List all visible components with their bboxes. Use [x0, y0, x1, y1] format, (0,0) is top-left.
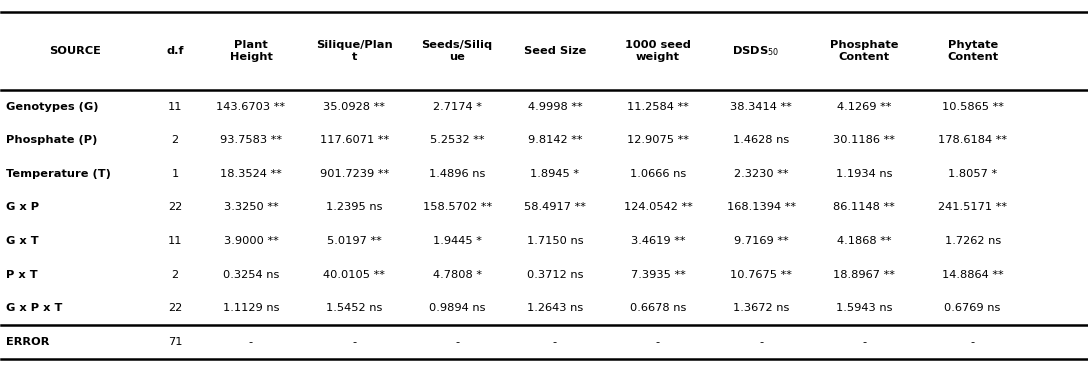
- Text: 1.1934 ns: 1.1934 ns: [836, 169, 892, 179]
- Text: 0.9894 ns: 0.9894 ns: [429, 303, 485, 313]
- Text: 40.0105 **: 40.0105 **: [323, 270, 385, 280]
- Text: 117.6071 **: 117.6071 **: [320, 135, 388, 145]
- Text: 1.7262 ns: 1.7262 ns: [944, 236, 1001, 246]
- Text: 7.3935 **: 7.3935 **: [631, 270, 685, 280]
- Text: 4.7808 *: 4.7808 *: [433, 270, 482, 280]
- Text: Seeds/Siliq
ue: Seeds/Siliq ue: [422, 40, 493, 62]
- Text: DSDS$_{50}$: DSDS$_{50}$: [732, 44, 779, 58]
- Text: d.f: d.f: [166, 46, 184, 56]
- Text: Silique/Plan
t: Silique/Plan t: [316, 40, 393, 62]
- Text: 0.3254 ns: 0.3254 ns: [223, 270, 280, 280]
- Text: G x P: G x P: [5, 202, 39, 212]
- Text: 1.5452 ns: 1.5452 ns: [326, 303, 382, 313]
- Text: 178.6184 **: 178.6184 **: [938, 135, 1007, 145]
- Text: 22: 22: [168, 303, 182, 313]
- Text: 11: 11: [168, 102, 183, 112]
- Text: Genotypes (G): Genotypes (G): [5, 102, 98, 112]
- Text: 4.1868 **: 4.1868 **: [837, 236, 891, 246]
- Text: 1.4896 ns: 1.4896 ns: [429, 169, 485, 179]
- Text: 5.2532 **: 5.2532 **: [430, 135, 484, 145]
- Text: 3.3250 **: 3.3250 **: [224, 202, 279, 212]
- Text: -: -: [353, 337, 356, 347]
- Text: 2: 2: [172, 135, 178, 145]
- Text: Seed Size: Seed Size: [523, 46, 586, 56]
- Text: 1.0666 ns: 1.0666 ns: [630, 169, 687, 179]
- Text: 1.1129 ns: 1.1129 ns: [223, 303, 280, 313]
- Text: -: -: [656, 337, 660, 347]
- Text: 1.9445 *: 1.9445 *: [433, 236, 482, 246]
- Text: 11.2584 **: 11.2584 **: [627, 102, 689, 112]
- Text: -: -: [455, 337, 459, 347]
- Text: 18.8967 **: 18.8967 **: [833, 270, 895, 280]
- Text: 1.4628 ns: 1.4628 ns: [733, 135, 789, 145]
- Text: 3.9000 **: 3.9000 **: [224, 236, 279, 246]
- Text: 12.9075 **: 12.9075 **: [627, 135, 689, 145]
- Text: 93.7583 **: 93.7583 **: [220, 135, 282, 145]
- Text: 9.8142 **: 9.8142 **: [528, 135, 582, 145]
- Text: 2: 2: [172, 270, 178, 280]
- Text: Temperature (T): Temperature (T): [5, 169, 111, 179]
- Text: Plant
Height: Plant Height: [230, 40, 272, 62]
- Text: 35.0928 **: 35.0928 **: [323, 102, 385, 112]
- Text: 58.4917 **: 58.4917 **: [524, 202, 585, 212]
- Text: 10.5865 **: 10.5865 **: [942, 102, 1003, 112]
- Text: 1.7150 ns: 1.7150 ns: [527, 236, 583, 246]
- Text: 0.6678 ns: 0.6678 ns: [630, 303, 687, 313]
- Text: 1000 seed
weight: 1000 seed weight: [625, 40, 691, 62]
- Text: 1.5943 ns: 1.5943 ns: [836, 303, 892, 313]
- Text: G x T: G x T: [5, 236, 38, 246]
- Text: 10.7675 **: 10.7675 **: [730, 270, 792, 280]
- Text: G x P x T: G x P x T: [5, 303, 62, 313]
- Text: 168.1394 **: 168.1394 **: [727, 202, 795, 212]
- Text: 0.6769 ns: 0.6769 ns: [944, 303, 1001, 313]
- Text: 71: 71: [168, 337, 183, 347]
- Text: 1.8945 *: 1.8945 *: [530, 169, 579, 179]
- Text: Phytate
Content: Phytate Content: [947, 40, 998, 62]
- Text: 124.0542 **: 124.0542 **: [623, 202, 692, 212]
- Text: 901.7239 **: 901.7239 **: [320, 169, 388, 179]
- Text: 1.3672 ns: 1.3672 ns: [733, 303, 789, 313]
- Text: 18.3524 **: 18.3524 **: [220, 169, 282, 179]
- Text: 2.3230 **: 2.3230 **: [733, 169, 789, 179]
- Text: 38.3414 **: 38.3414 **: [730, 102, 792, 112]
- Text: 86.1148 **: 86.1148 **: [833, 202, 895, 212]
- Text: 143.6703 **: 143.6703 **: [217, 102, 285, 112]
- Text: 0.3712 ns: 0.3712 ns: [527, 270, 583, 280]
- Text: -: -: [970, 337, 975, 347]
- Text: ERROR: ERROR: [5, 337, 49, 347]
- Text: 1.8057 *: 1.8057 *: [948, 169, 998, 179]
- Text: 1.2643 ns: 1.2643 ns: [527, 303, 583, 313]
- Text: Phosphate
Content: Phosphate Content: [830, 40, 899, 62]
- Text: 14.8864 **: 14.8864 **: [942, 270, 1003, 280]
- Text: 1: 1: [172, 169, 178, 179]
- Text: 3.4619 **: 3.4619 **: [631, 236, 685, 246]
- Text: -: -: [759, 337, 763, 347]
- Text: 30.1186 **: 30.1186 **: [833, 135, 895, 145]
- Text: 9.7169 **: 9.7169 **: [733, 236, 789, 246]
- Text: 2.7174 *: 2.7174 *: [433, 102, 482, 112]
- Text: -: -: [862, 337, 866, 347]
- Text: P x T: P x T: [5, 270, 37, 280]
- Text: 5.0197 **: 5.0197 **: [326, 236, 382, 246]
- Text: -: -: [553, 337, 557, 347]
- Text: Phosphate (P): Phosphate (P): [5, 135, 97, 145]
- Text: 4.9998 **: 4.9998 **: [528, 102, 582, 112]
- Text: 4.1269 **: 4.1269 **: [837, 102, 891, 112]
- Text: 11: 11: [168, 236, 183, 246]
- Text: 241.5171 **: 241.5171 **: [938, 202, 1007, 212]
- Text: 22: 22: [168, 202, 182, 212]
- Text: SOURCE: SOURCE: [49, 46, 100, 56]
- Text: -: -: [249, 337, 254, 347]
- Text: 158.5702 **: 158.5702 **: [422, 202, 492, 212]
- Text: 1.2395 ns: 1.2395 ns: [325, 202, 382, 212]
